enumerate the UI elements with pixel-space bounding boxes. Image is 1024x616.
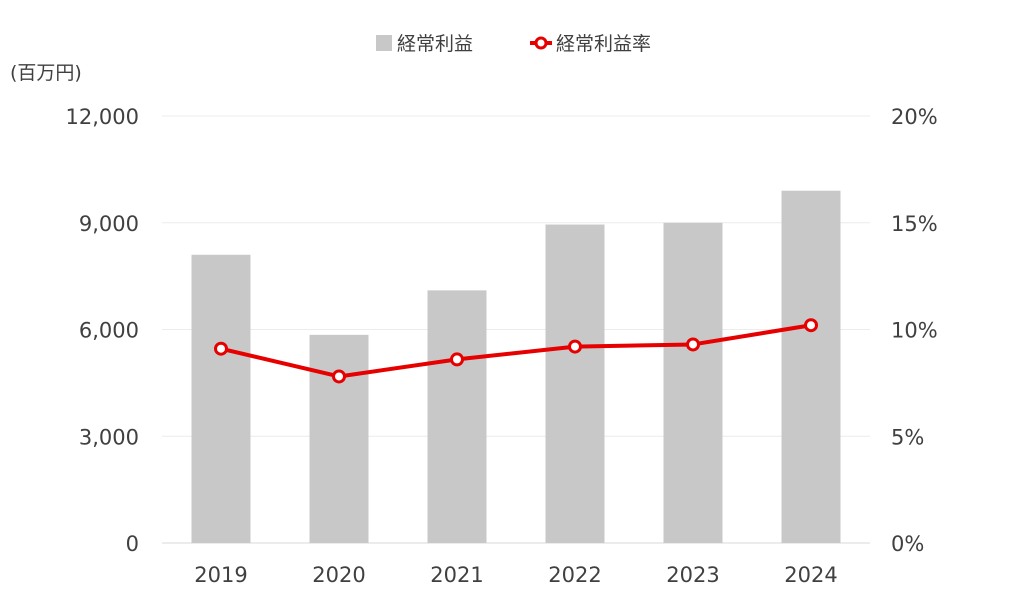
legend: 経常利益 経常利益率 [376,33,651,55]
line-point-2020 [332,369,346,384]
line-point-2021 [450,352,464,367]
bar-2023 [663,222,723,543]
x-tick-label: 2019 [194,563,247,587]
bar-2024 [781,190,841,543]
y-right-tick-label: 5% [891,425,924,449]
legend-label-bar: 経常利益 [397,33,473,55]
y-right-tick-label: 20% [891,105,938,129]
legend-swatch-bar [376,35,392,51]
y-left-tick-label: 12,000 [66,105,139,129]
bar-2020 [309,334,369,543]
x-tick-label: 2024 [784,563,837,587]
bar-2022 [545,224,605,543]
x-tick-label: 2021 [430,563,483,587]
line-point-2024 [804,318,818,333]
y-left-tick-label: 6,000 [79,319,139,343]
y-right-tick-labels: 0% 5% 10% 15% 20% [891,105,938,556]
bar-series [191,190,841,543]
legend-swatch-marker [534,36,548,50]
gridlines [162,115,870,544]
legend-label-line: 経常利益率 [556,33,651,55]
y-left-tick-label: 9,000 [79,212,139,236]
x-tick-label: 2022 [548,563,601,587]
y-left-tick-label: 3,000 [79,425,139,449]
x-tick-label: 2023 [666,563,719,587]
y-right-tick-label: 0% [891,532,924,556]
y-axis-unit-label: (百万円) [10,62,82,84]
line-series [214,318,818,384]
line-point-2022 [568,339,582,354]
bar-2019 [191,254,251,543]
line-point-2023 [686,337,700,352]
line-point-2019 [214,341,228,356]
x-tick-label: 2020 [312,563,365,587]
y-right-tick-label: 10% [891,319,938,343]
y-left-tick-label: 0 [126,532,139,556]
bar-2021 [427,290,487,543]
y-left-tick-labels: 0 3,000 6,000 9,000 12,000 [66,105,139,556]
y-right-tick-label: 15% [891,212,938,236]
x-tick-labels: 2019 2020 2021 2022 2023 2024 [194,563,837,587]
line-path [220,323,812,379]
